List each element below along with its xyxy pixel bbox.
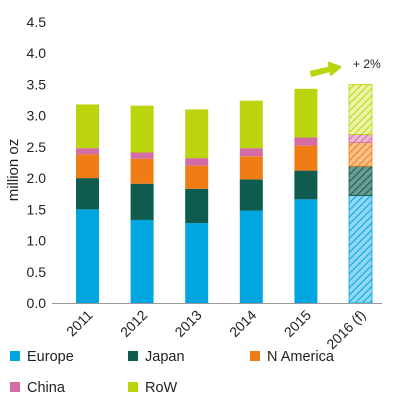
- y-tick-label: 4.0: [27, 45, 47, 61]
- y-axis-ticks: 0.0 0.5 1.0 1.5 2.0 2.5 3.0 3.5 4.0 4.5: [27, 14, 47, 311]
- legend-swatch: [128, 382, 138, 392]
- bar-europe-2012: [130, 219, 154, 303]
- bar-china-2011: [76, 148, 99, 155]
- bar-japan-2013: [185, 188, 209, 224]
- bar-japan-2014: [239, 179, 263, 211]
- y-axis-label: million oz: [5, 139, 22, 202]
- bar-japan-2015: [294, 170, 318, 200]
- x-tick-label: 2015: [281, 307, 314, 340]
- legend: Europe Japan N America China RoW: [10, 349, 335, 396]
- bar-n-america-2011: [76, 154, 99, 179]
- legend-swatch: [250, 351, 260, 361]
- bar-europe-2016-f: [348, 195, 373, 304]
- bar-japan-2012: [130, 183, 154, 220]
- growth-annotation: + 2%: [309, 57, 381, 77]
- bar-japan-2011: [76, 178, 99, 210]
- bar-china-2013: [185, 158, 209, 166]
- x-tick-label: 2012: [117, 307, 150, 340]
- bar-row-2011: [76, 104, 99, 149]
- y-tick-label: 4.5: [27, 14, 47, 30]
- legend-swatch: [128, 351, 138, 361]
- y-tick-label: 0.0: [27, 295, 47, 311]
- legend-label: Europe: [27, 349, 74, 365]
- legend-label: RoW: [145, 380, 178, 396]
- y-tick-label: 2.0: [27, 170, 47, 186]
- bar-europe-2011: [76, 209, 99, 303]
- legend-label: Japan: [145, 349, 185, 365]
- y-tick-label: 3.0: [27, 108, 47, 124]
- bar-china-2014: [239, 148, 263, 157]
- bar-row-2012: [130, 105, 154, 153]
- growth-arrow-icon: [309, 61, 342, 77]
- legend-label: China: [27, 380, 66, 396]
- bar-n-america-2013: [185, 165, 209, 189]
- bar-europe-2015: [294, 199, 318, 303]
- bar-china-2016-f: [348, 133, 373, 143]
- bar-china-2015: [294, 137, 318, 146]
- y-tick-label: 1.5: [27, 201, 47, 217]
- growth-annotation-text: + 2%: [353, 57, 381, 71]
- x-tick-label: 2014: [226, 307, 259, 340]
- bar-china-2012: [130, 152, 154, 159]
- bar-n-america-2012: [130, 158, 154, 184]
- legend-label: N America: [267, 349, 335, 365]
- x-tick-label: 2013: [171, 307, 204, 340]
- y-tick-label: 0.5: [27, 264, 47, 280]
- y-tick-label: 2.5: [27, 139, 47, 155]
- x-axis-ticks: 2011 2012 2013 2014 2015 2016 (f): [63, 307, 369, 353]
- y-tick-label: 1.0: [27, 233, 47, 249]
- bar-n-america-2014: [239, 156, 263, 180]
- bar-n-america-2015: [294, 145, 318, 171]
- bar-europe-2013: [185, 223, 209, 303]
- y-tick-label: 3.5: [27, 76, 47, 92]
- legend-swatch: [10, 382, 20, 392]
- x-tick-label: 2011: [63, 307, 96, 340]
- bar-n-america-2016-f: [348, 142, 373, 167]
- bar-japan-2016-f: [348, 165, 373, 196]
- bars: [76, 84, 373, 304]
- bar-europe-2014: [239, 210, 263, 303]
- legend-swatch: [10, 351, 20, 361]
- bar-row-2015: [294, 88, 318, 138]
- bar-row-2013: [185, 109, 209, 159]
- bar-row-2016-f: [348, 84, 373, 135]
- bar-row-2014: [239, 100, 263, 149]
- x-tick-label: 2016 (f): [323, 307, 368, 352]
